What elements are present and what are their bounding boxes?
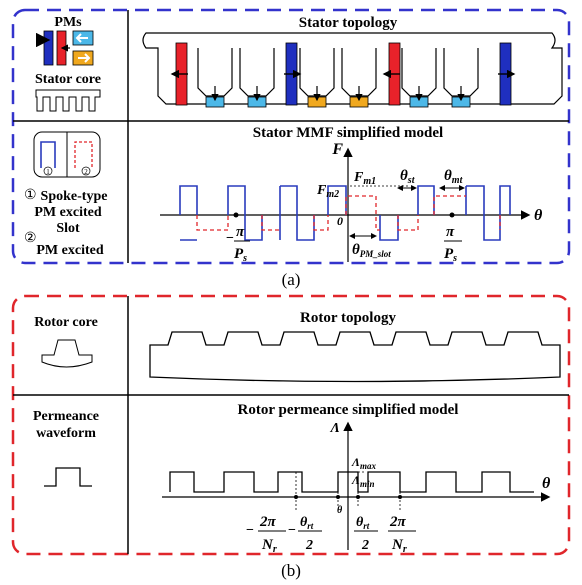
svg-text:π: π [446,224,455,240]
svg-text:θ: θ [542,475,551,492]
legend-pms-label: PMs [54,15,82,30]
svg-text:−: − [288,523,296,538]
mmf-blue-waveform [179,185,511,241]
permeance-plot: Λ θ Λmax Λmin − 2π Nr − θrt [162,421,551,555]
svg-text:θrt: θrt [300,515,314,531]
mmf-origin: 0 [337,214,343,228]
svg-text:1: 1 [46,168,50,176]
svg-text:2: 2 [84,168,88,176]
legend-spoke-type: Spoke-type [41,189,108,204]
red-pulse-icon [74,141,93,168]
legend-pm-excited-2: PM excited [36,243,103,258]
svg-text:Fm1: Fm1 [353,170,376,187]
panel-b: Rotor core Rotor topology Permeance wave… [11,294,571,556]
svg-text:−: − [246,523,254,538]
rotor-topology-title: Rotor topology [300,310,396,326]
blue-magnet-icon [43,30,54,66]
svg-text:θrt: θrt [356,515,370,531]
svg-text:π: π [236,224,245,240]
slot-arrows [211,86,465,102]
svg-text:2: 2 [305,538,313,553]
rotor-core-label: Rotor core [34,315,98,330]
cyan-arrow-icon [75,33,88,43]
svg-text:Λ: Λ [330,421,340,436]
svg-text:2π: 2π [389,514,407,530]
mmf-title: Stator MMF simplified model [253,125,443,141]
rotor-topology-outline [149,331,561,383]
svg-text:θmt: θmt [444,168,464,186]
mmf-red-waveform [196,195,501,231]
mmf-plot: F θ 0 Fm1 Fm2 θst θmt θPM_slot − π Ps π [160,141,543,264]
panel-b-border [11,294,571,556]
caption-a: (a) [282,270,301,289]
svg-text:Λmax: Λmax [351,455,377,471]
svg-text:θst: θst [400,168,416,186]
legend-pm-excited-1: PM excited [34,205,101,220]
svg-text:2π: 2π [259,514,277,530]
svg-text:Λmin: Λmin [351,473,375,489]
mmf-x-label: θ [534,207,543,224]
permeance-label-1: Permeance [33,409,99,424]
legend-stator-core-label: Stator core [35,72,101,87]
svg-text:Nr: Nr [261,537,277,555]
marker-1: ① [24,188,37,203]
stator-core-icon [35,89,101,112]
orange-arrow-icon [78,53,91,63]
mmf-legend-icon: 1 2 [33,131,101,178]
panel-a-border [11,8,571,265]
permeance-pulse-icon [44,467,92,487]
svg-text:Ps: Ps [234,246,247,264]
stator-topology-drawing [142,32,563,108]
panel-a: PMs Stator core Stator topology [11,8,571,265]
svg-text:Nr: Nr [391,537,407,555]
svg-text:Fm2: Fm2 [316,183,339,200]
permeance-label-2: waveform [36,426,96,441]
marker-2: ② [24,231,37,246]
svg-text:Ps: Ps [444,246,457,264]
mmf-y-label: F [331,141,343,158]
svg-text:2: 2 [361,538,369,553]
svg-text:θ: θ [337,505,343,516]
rotor-core-icon [41,339,93,368]
pm-magnet-icon-group [36,30,94,66]
caption-b: (b) [281,561,301,580]
blue-pulse-icon [40,141,56,168]
svg-text:−: − [226,231,234,246]
permeance-title: Rotor permeance simplified model [238,402,459,418]
legend-slot: Slot [56,221,80,236]
stator-topology-title: Stator topology [299,15,398,31]
slot-pm-boxes [205,96,471,108]
svg-text:θPM_slot: θPM_slot [352,242,391,259]
